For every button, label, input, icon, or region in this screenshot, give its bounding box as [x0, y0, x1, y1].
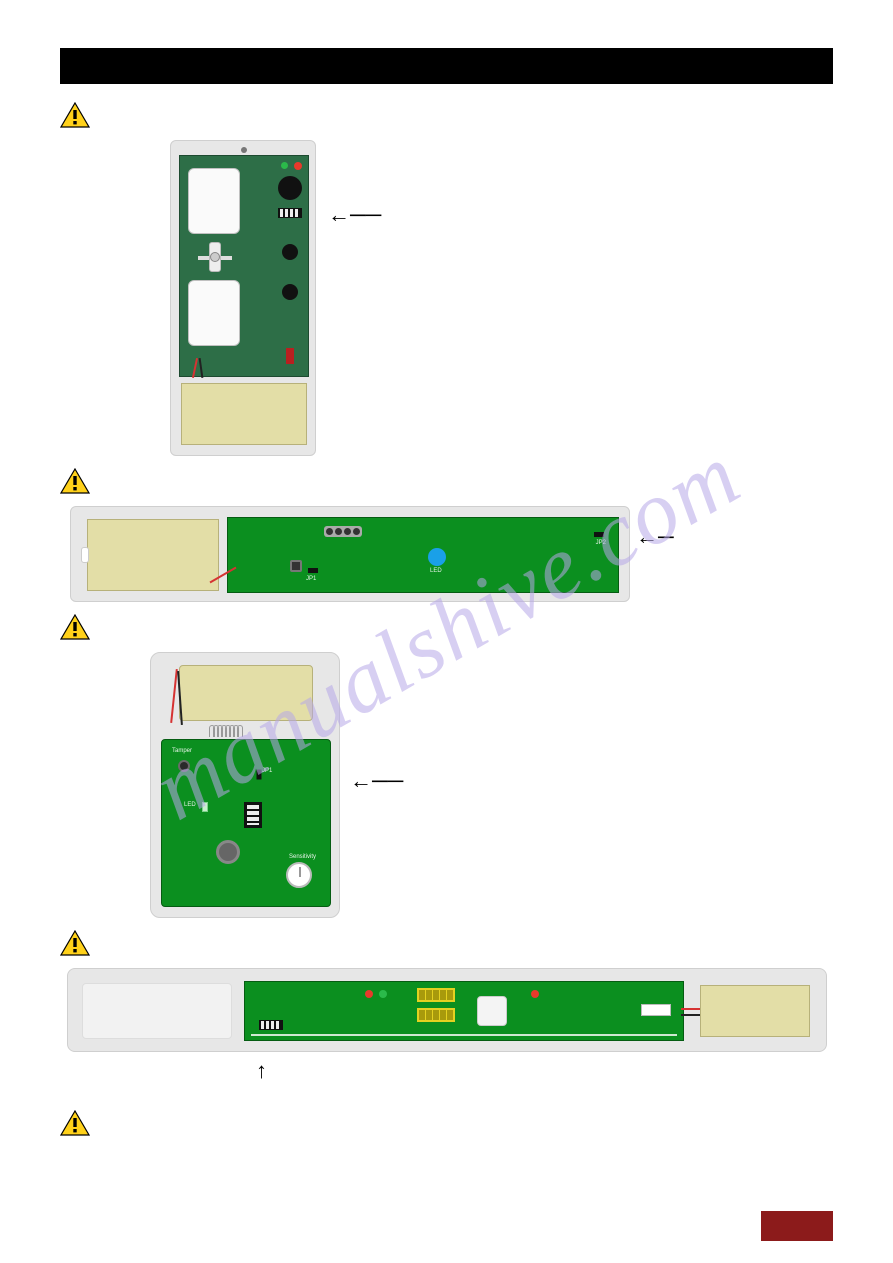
fig2-led: [428, 548, 446, 566]
fig1-pcb: [179, 155, 309, 377]
fig2-arrow: ←─: [636, 524, 674, 550]
fig1-wire-red: [192, 358, 198, 378]
fig4-led-red-2: [531, 990, 539, 998]
figure-4: [60, 968, 833, 1052]
fig4-sensor: [477, 996, 507, 1026]
fig1-jumper: [286, 348, 294, 364]
fig2-jp2-label: JP2: [596, 540, 606, 546]
fig2-enclosure: JP1 LED JP2: [70, 506, 630, 602]
fig2-battery: [87, 519, 219, 591]
fig3-pcb: Tamper JP1 LED Sensitivity: [161, 739, 331, 907]
fig2-terminal: [324, 526, 362, 537]
fig4-arrow-row: ↑: [256, 1058, 833, 1084]
fig2-pcb: JP1 LED JP2: [227, 517, 619, 593]
fig2-led-label: LED: [430, 568, 442, 574]
warning-row-4: [60, 930, 833, 956]
warning-icon: [60, 468, 90, 494]
warning-row-3: [60, 614, 833, 640]
fig3-enclosure: Tamper JP1 LED Sensitivity: [150, 652, 340, 918]
fig3-led-label: LED: [184, 802, 196, 808]
fig1-cylinder-bottom: [188, 280, 240, 346]
fig1-trim-1: [282, 244, 298, 260]
page-container: ←── JP1 LED JP2: [0, 0, 893, 1136]
fig4-rail: [251, 1034, 677, 1036]
fig1-cylinder-top: [188, 168, 240, 234]
figure-1: ←──: [170, 140, 833, 456]
fig4-pcb: [244, 981, 684, 1041]
fig1-arrow: ←──: [328, 202, 381, 228]
fig1-enclosure: [170, 140, 316, 456]
fig4-enclosure: [67, 968, 827, 1052]
fig3-jp1: [257, 770, 262, 780]
fig2-jp1-label: JP1: [306, 576, 316, 582]
fig2-jp1-pins: [308, 568, 318, 573]
fig1-led-red: [294, 162, 302, 170]
warning-icon: [60, 930, 90, 956]
fig2-tamper: [290, 560, 302, 572]
fig2-tab: [81, 547, 89, 563]
figure-3: Tamper JP1 LED Sensitivity ←──: [150, 652, 833, 918]
warning-icon: [60, 614, 90, 640]
fig1-led-green: [281, 162, 288, 169]
fig1-top-hole: [241, 147, 247, 153]
fig3-jp1-label: JP1: [262, 768, 272, 774]
page-footer-badge: [761, 1211, 833, 1241]
fig4-terminal-top: [417, 988, 455, 1002]
fig4-left-well: [82, 983, 232, 1039]
fig3-sensitivity-label: Sensitivity: [289, 854, 316, 860]
warning-row-1: [60, 102, 833, 128]
fig4-connector: [641, 1004, 671, 1016]
fig3-arrow: ←──: [350, 768, 403, 794]
figure-2: JP1 LED JP2 ←─: [70, 506, 833, 602]
fig3-led: [202, 802, 208, 812]
fig4-battery: [700, 985, 810, 1037]
warning-icon: [60, 102, 90, 128]
fig3-pir-sensor: [216, 840, 240, 864]
fig4-led-red-1: [365, 990, 373, 998]
warning-row-5: [60, 1110, 833, 1136]
fig1-piezo: [278, 176, 302, 200]
fig1-wire-black: [199, 358, 204, 378]
fig4-terminal-bottom: [417, 1008, 455, 1022]
fig4-dip-switch: [259, 1020, 283, 1030]
fig3-dip: [244, 802, 262, 828]
section-header-bar: [60, 48, 833, 84]
fig4-led-green: [379, 990, 387, 998]
fig3-tamper: [178, 760, 190, 772]
fig3-spring: [211, 725, 243, 737]
fig3-battery: [179, 665, 313, 721]
warning-icon: [60, 1110, 90, 1136]
fig1-battery: [181, 383, 307, 445]
fig4-arrow: ↑: [256, 1058, 267, 1084]
fig1-dip-switch: [278, 208, 302, 218]
fig3-tamper-label: Tamper: [172, 748, 192, 754]
fig1-trim-2: [282, 284, 298, 300]
fig1-pivot: [198, 242, 232, 272]
warning-row-2: [60, 468, 833, 494]
fig2-jp2-pins: [594, 532, 604, 537]
fig3-sensitivity-knob: [286, 862, 312, 888]
